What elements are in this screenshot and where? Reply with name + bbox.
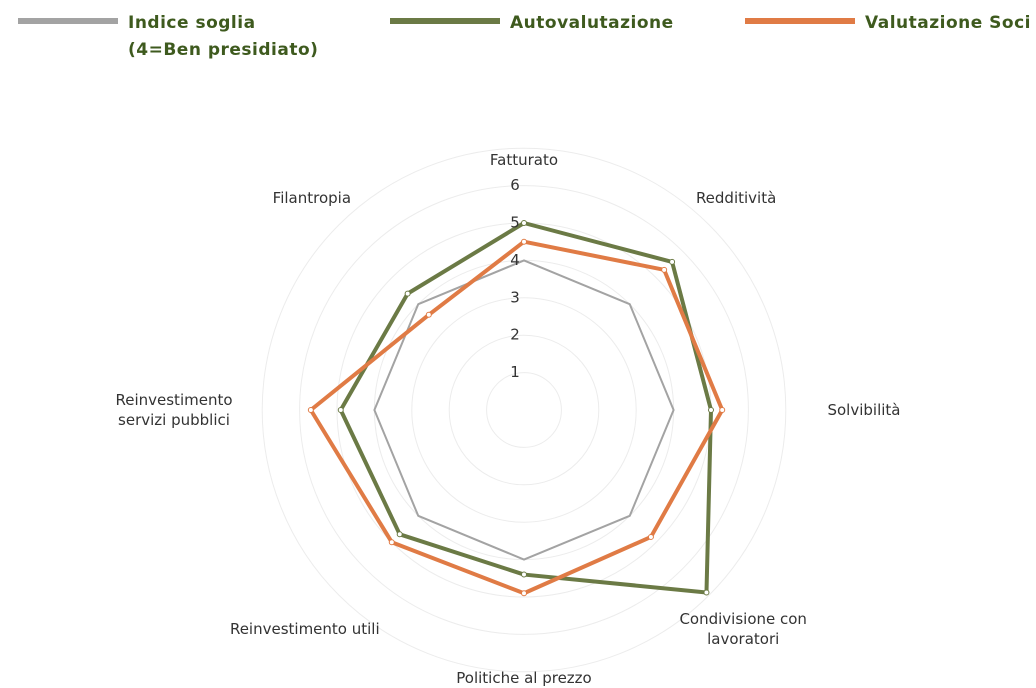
series-point bbox=[521, 238, 527, 245]
category-label: Filantropia bbox=[272, 188, 352, 207]
series-point bbox=[647, 533, 654, 540]
grid-ring bbox=[299, 185, 749, 635]
series-point bbox=[521, 590, 527, 597]
r-tick-label: 5 bbox=[510, 214, 520, 232]
series-point bbox=[521, 571, 527, 578]
series-point bbox=[388, 539, 395, 546]
legend-item: Indice soglia (4=Ben presidiato) bbox=[18, 10, 328, 64]
category-label: Reinvestimento utili bbox=[229, 620, 380, 639]
legend-swatch bbox=[18, 18, 118, 24]
grid-ring bbox=[411, 297, 637, 523]
series-point bbox=[425, 311, 432, 318]
series-point bbox=[404, 290, 411, 297]
legend-swatch bbox=[390, 18, 500, 24]
category-label: Solvibilità bbox=[827, 401, 901, 419]
r-tick-label: 3 bbox=[510, 288, 520, 306]
grid-ring bbox=[373, 259, 675, 561]
category-label: Fatturato bbox=[489, 151, 559, 169]
category-label: Reinvestimento servizi pubblici bbox=[115, 391, 233, 429]
series-point bbox=[661, 266, 668, 273]
series-point bbox=[719, 407, 726, 413]
series-point bbox=[396, 531, 403, 538]
series-point bbox=[307, 407, 314, 413]
series-line bbox=[373, 259, 675, 561]
grid-ring bbox=[448, 334, 600, 486]
series-point bbox=[708, 407, 714, 413]
r-tick-label: 4 bbox=[510, 251, 520, 269]
outer-ring bbox=[261, 147, 787, 673]
legend-swatch bbox=[745, 18, 855, 24]
r-tick-label: 1 bbox=[510, 363, 520, 381]
category-label: Politiche al prezzo bbox=[456, 669, 592, 687]
legend-item: Autovalutazione bbox=[390, 10, 674, 37]
series-point bbox=[703, 589, 710, 596]
series-line bbox=[338, 221, 713, 595]
series-point bbox=[669, 258, 676, 265]
category-label: Condivisione con lavoratori bbox=[679, 610, 807, 649]
category-label: Redditività bbox=[695, 188, 777, 207]
legend-item: Valutazione Soci bbox=[745, 10, 1031, 37]
legend-label: Valutazione Soci bbox=[865, 13, 1032, 33]
r-tick-label: 6 bbox=[510, 176, 520, 194]
grid-ring bbox=[486, 372, 562, 448]
legend-label: Indice soglia (4=Ben presidiato) bbox=[128, 13, 319, 60]
legend-label: Autovalutazione bbox=[510, 13, 674, 33]
r-tick-label: 2 bbox=[510, 326, 520, 344]
series-point bbox=[337, 407, 344, 413]
series-point bbox=[521, 220, 527, 226]
